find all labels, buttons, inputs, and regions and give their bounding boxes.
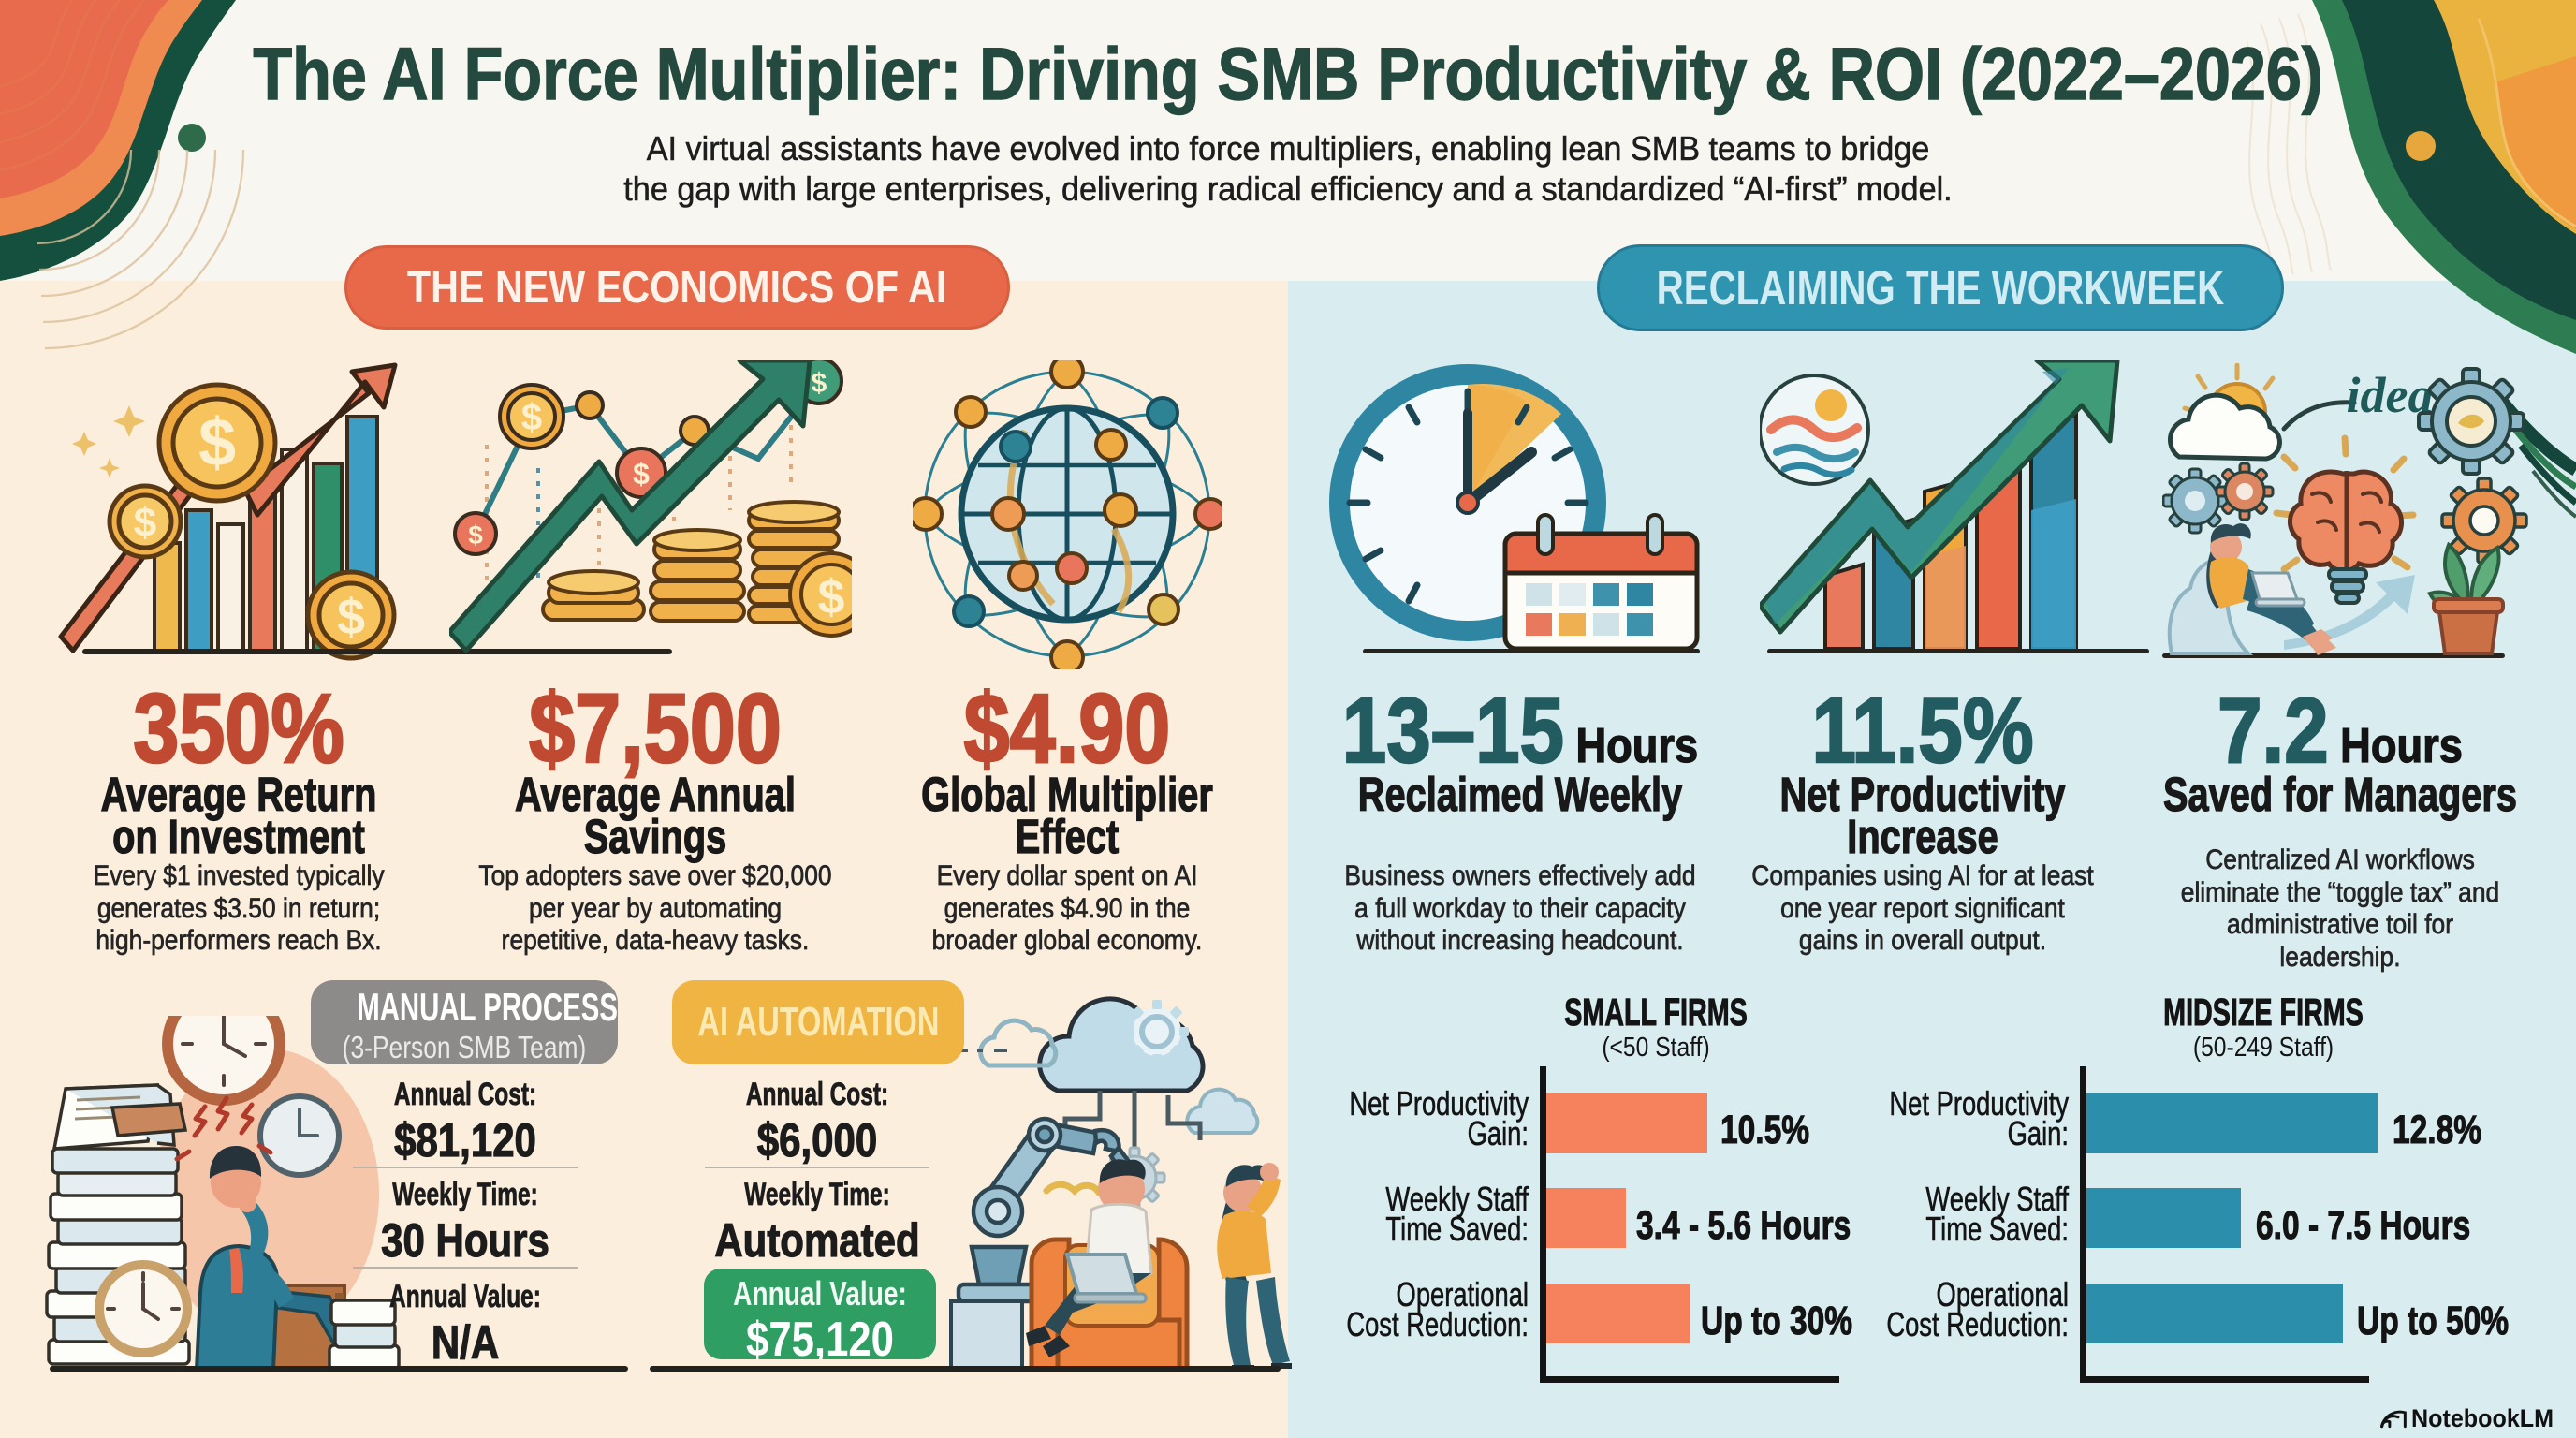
svg-text:$: $ [134,500,156,546]
svg-text:$: $ [812,368,827,399]
svg-text:$: $ [521,397,542,438]
svg-text:$: $ [198,405,236,480]
svg-text:$: $ [468,521,483,550]
svg-text:$: $ [818,570,845,624]
svg-text:$: $ [633,457,650,491]
svg-text:$: $ [337,589,365,645]
